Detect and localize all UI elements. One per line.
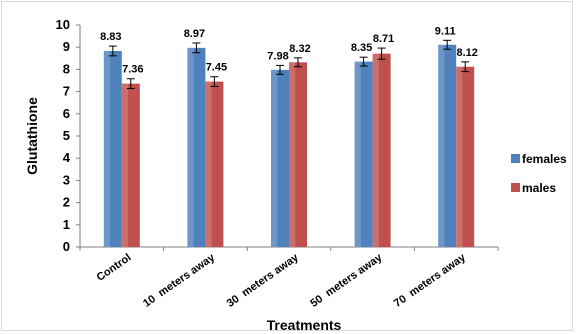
x-category-label: Control [95,252,134,284]
data-label-males: 7.45 [206,62,227,74]
bar-highlight [289,62,296,247]
y-tick-label: 3 [63,172,70,187]
bar-females [354,61,373,247]
x-axis-title: Treatments [267,317,342,333]
bar-males [121,83,140,247]
bar-highlight [121,83,129,247]
y-tick-label: 10 [56,17,70,32]
bar-highlight [354,61,361,247]
bar-highlight [438,44,445,248]
data-label-males: 7.36 [122,64,143,76]
bar-highlight [372,53,379,247]
bar-males [372,53,391,247]
y-tick-label: 0 [63,239,70,254]
bar-males [456,66,475,248]
data-label-males: 8.12 [456,47,477,59]
data-label-males: 8.71 [373,33,394,45]
y-tick-label: 1 [63,217,70,232]
y-tick-label: 5 [63,128,70,143]
bar-males [289,62,307,247]
y-axis-title: Glutathione [24,97,40,175]
x-category-label: 10 meters away [141,251,218,310]
bar-highlight [187,47,194,248]
y-tick-label: 9 [63,39,70,54]
legend-label-females: females [522,152,567,166]
bar-highlight [103,50,111,247]
data-label-males: 8.32 [289,43,310,55]
data-label-females: 7.98 [267,50,288,62]
bar-females [271,69,289,248]
data-label-females: 9.11 [435,25,456,37]
data-label-females: 8.83 [100,31,121,43]
bar-females [187,47,206,248]
bar-females [103,50,122,247]
data-label-females: 8.35 [351,42,372,54]
legend-swatch-females [511,154,520,163]
y-tick-label: 2 [63,195,70,210]
y-tick-label: 8 [63,61,70,76]
bar-males [205,81,224,247]
bar-highlight [271,69,278,248]
bar-females [438,44,457,248]
data-label-females: 8.97 [184,28,205,40]
y-tick-label: 7 [63,84,70,99]
bar-highlight [456,66,463,248]
legend-swatch-males [511,183,520,192]
bar-highlight [205,81,212,247]
y-tick-label: 4 [63,150,71,165]
x-category-label: 70 meters away [392,251,469,310]
x-category-label: 30 meters away [225,251,302,310]
legend-label-males: males [522,181,556,195]
y-tick-label: 6 [63,106,70,121]
x-category-label: 50 meters away [308,251,385,310]
